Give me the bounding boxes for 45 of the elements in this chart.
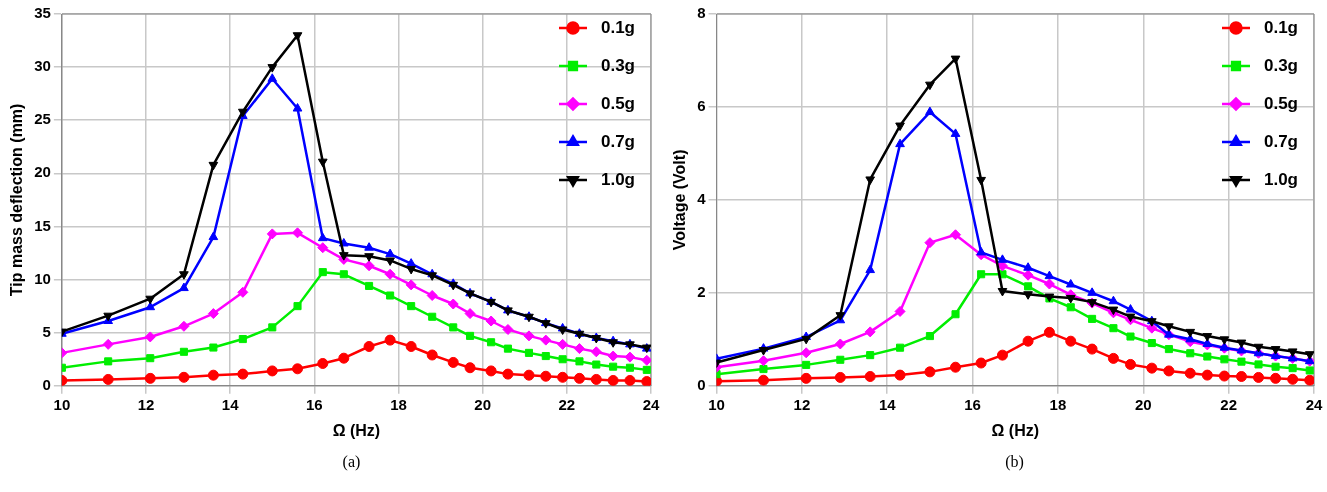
y-axis-title: Voltage (Volt) bbox=[671, 149, 689, 251]
x-tick-label: 10 bbox=[708, 395, 725, 413]
legend-label: 0.7g bbox=[600, 131, 636, 151]
x-tick-label: 12 bbox=[137, 395, 155, 413]
legend-label: 0.1g bbox=[1263, 17, 1299, 37]
x-tick-label: 22 bbox=[1220, 395, 1237, 413]
x-axis-title: Ω (Hz) bbox=[332, 421, 381, 439]
y-tick-label: 25 bbox=[34, 110, 51, 128]
text: (a) bbox=[341, 453, 362, 471]
x-tick-label: 18 bbox=[1049, 395, 1067, 413]
x-tick-label: 16 bbox=[964, 395, 981, 413]
x-tick-label: 22 bbox=[558, 395, 576, 413]
y-tick-label: 5 bbox=[42, 322, 51, 340]
y-tick-label: 20 bbox=[34, 163, 51, 181]
y-axis-title: Tip mass deflection (mm) bbox=[8, 103, 26, 297]
x-tick-label: 16 bbox=[306, 395, 323, 413]
x-tick-label: 12 bbox=[793, 395, 811, 413]
y-tick-label: 8 bbox=[697, 4, 706, 22]
x-tick-label: 24 bbox=[642, 395, 660, 413]
legend-label: 0.5g bbox=[1263, 93, 1299, 113]
y-tick-label: 35 bbox=[34, 4, 51, 22]
x-tick-label: 24 bbox=[1305, 395, 1323, 413]
x-tick-label: 18 bbox=[390, 395, 407, 413]
legend-label: 0.1g bbox=[600, 17, 636, 37]
x-tick-label: 20 bbox=[1134, 395, 1152, 413]
legend-label: 0.7g bbox=[1263, 131, 1299, 151]
legend-label: 0.3g bbox=[600, 55, 636, 75]
x-axis-title: Ω (Hz) bbox=[991, 421, 1040, 439]
y-tick-label: 0 bbox=[697, 375, 706, 393]
y-tick-label: 30 bbox=[34, 57, 51, 75]
legend-label: 1.0g bbox=[1263, 169, 1299, 189]
legend-label: 0.3g bbox=[1263, 55, 1299, 75]
x-tick-label: 14 bbox=[878, 395, 897, 413]
y-tick-label: 2 bbox=[697, 282, 706, 300]
y-tick-label: 4 bbox=[697, 190, 707, 208]
y-tick-label: 6 bbox=[697, 97, 706, 115]
x-tick-label: 20 bbox=[474, 395, 492, 413]
y-tick-label: 0 bbox=[42, 375, 51, 393]
legend-label: 1.0g bbox=[600, 169, 636, 189]
x-tick-label: 14 bbox=[221, 395, 240, 413]
legend-label: 0.5g bbox=[600, 93, 636, 113]
y-tick-label: 10 bbox=[34, 269, 51, 287]
y-tick-label: 15 bbox=[34, 216, 51, 234]
text: (b) bbox=[1004, 453, 1025, 471]
x-tick-label: 10 bbox=[53, 395, 71, 413]
